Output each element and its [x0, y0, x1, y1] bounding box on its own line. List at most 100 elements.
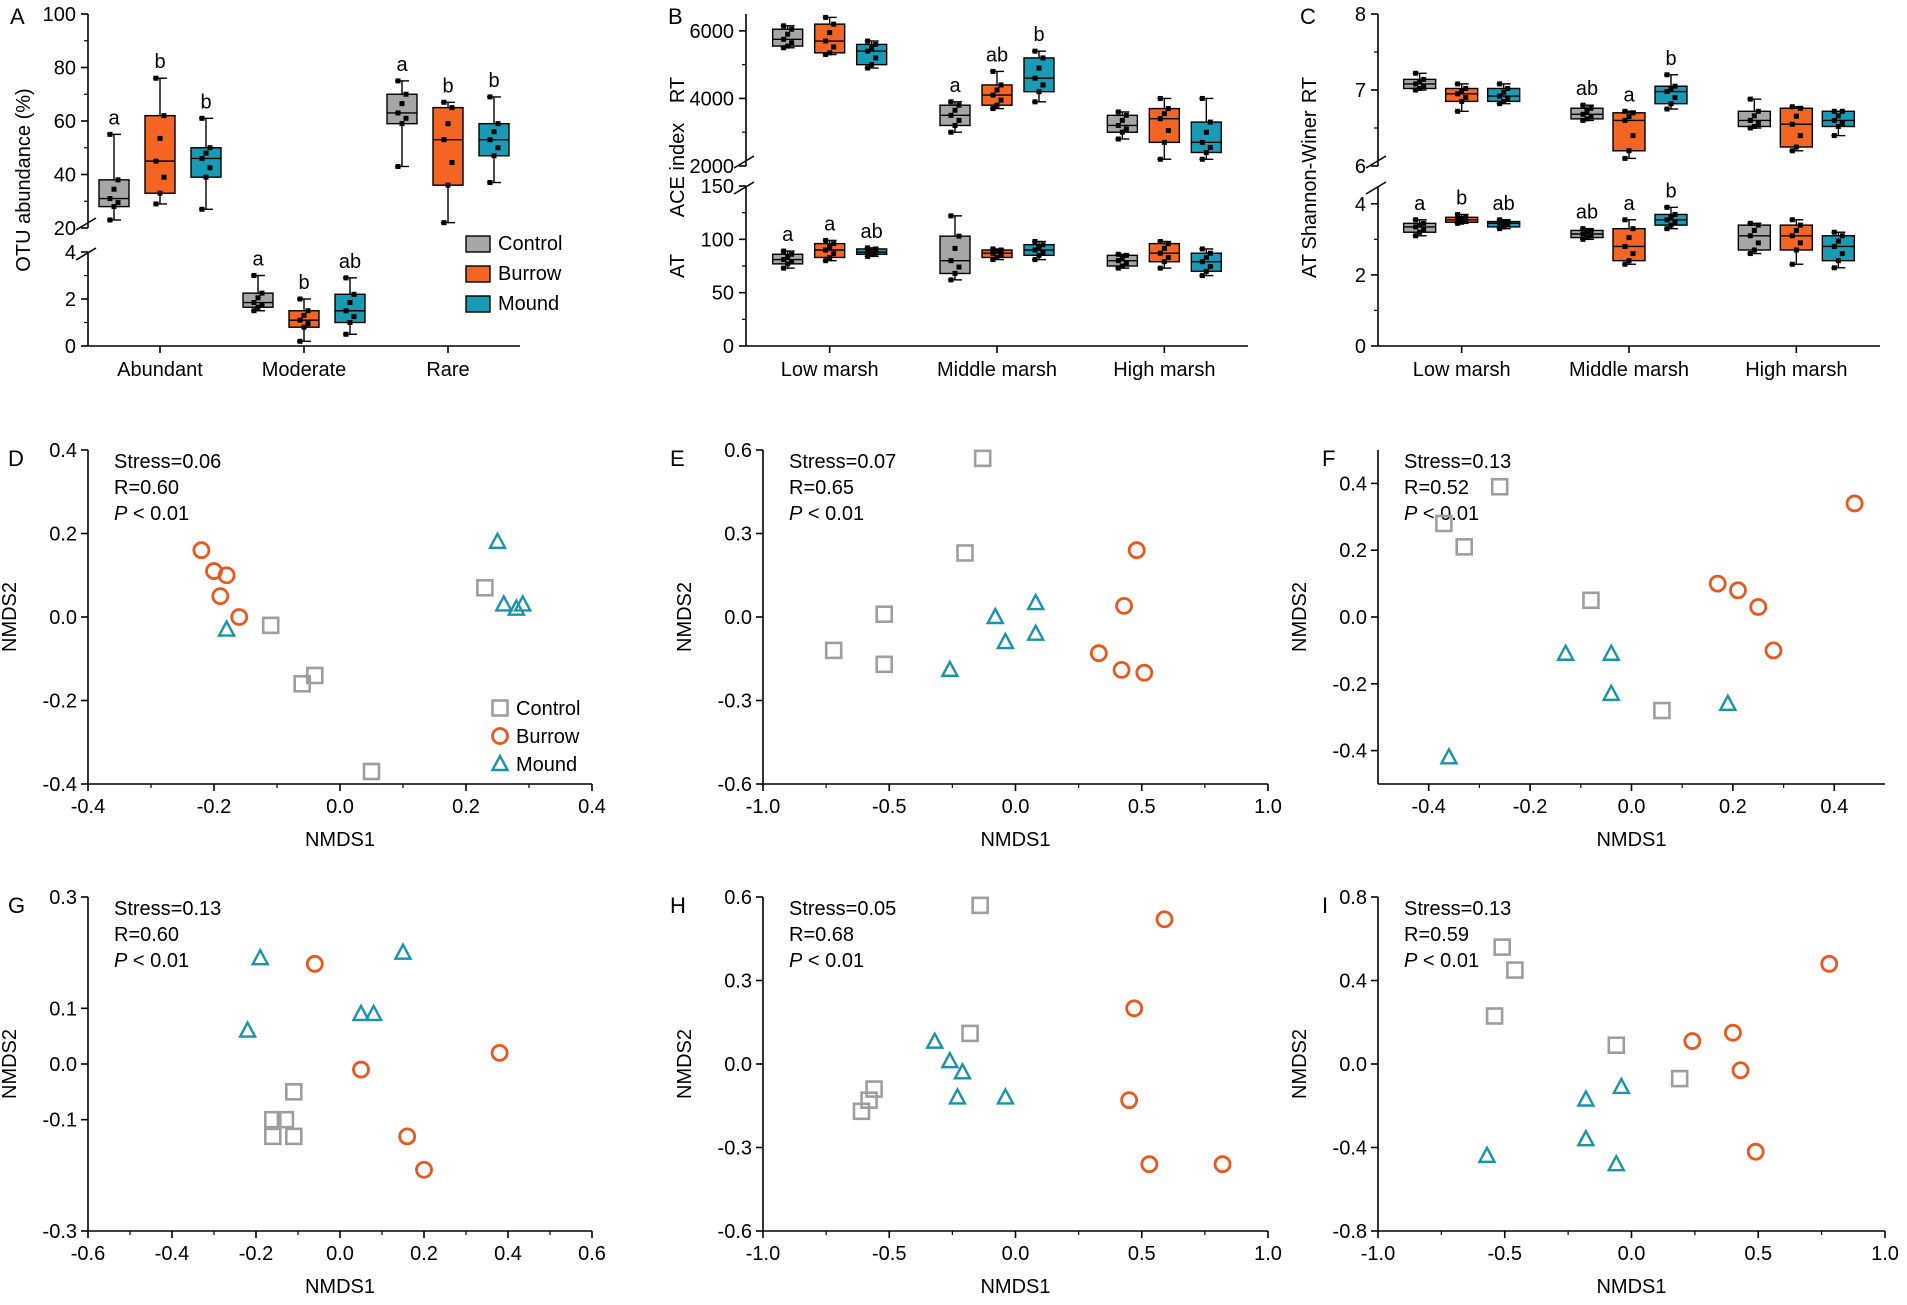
data-point [1630, 133, 1636, 139]
p-value: P < 0.01 [789, 950, 864, 972]
significance-letter: a [1414, 193, 1426, 215]
data-point [251, 273, 257, 278]
data-point [1199, 246, 1205, 252]
r-value: R=0.60 [114, 924, 179, 946]
box-iqr [939, 235, 971, 275]
y-tick-label: 0.6 [724, 887, 752, 909]
p-symbol: P [1404, 950, 1418, 972]
x-tick-label: -0.5 [872, 1243, 906, 1265]
legend-label-control: Control [516, 698, 580, 720]
data-point [1032, 75, 1038, 81]
burrow-point [1749, 598, 1768, 616]
data-point [1115, 136, 1121, 142]
panel-D: -0.4 -0.2 0.0 0.2 0.4 -0.4 -0.2 0.0 0.2 0.4 NMDS1 N… [0, 440, 606, 851]
p-value: P < 0.01 [1404, 503, 1479, 525]
control-point [1493, 938, 1512, 956]
data-point [1199, 273, 1205, 279]
data-point [203, 150, 209, 156]
x-category-label: High marsh [1113, 359, 1215, 381]
mound-box [1190, 246, 1223, 279]
y-tick-label: -0.4 [1333, 741, 1367, 763]
data-point [994, 254, 1000, 260]
mound-point [947, 1086, 967, 1105]
data-point [1463, 95, 1469, 101]
mound-box: ab [855, 221, 888, 259]
burrow-box: a [1612, 84, 1646, 161]
control-box: a [98, 107, 130, 223]
y-tick-label: 0.2 [49, 524, 77, 546]
data-point [1797, 105, 1803, 111]
y-tick-label: -0.2 [43, 691, 77, 713]
significance-letter: ab [339, 251, 361, 273]
data-point [343, 275, 349, 281]
data-point [1588, 105, 1594, 111]
data-point [994, 102, 1000, 108]
data-point [207, 145, 213, 151]
burrow-box: a [813, 213, 846, 264]
data-point [297, 317, 303, 323]
control-box [939, 213, 971, 283]
y-tick-label: -0.3 [43, 1221, 77, 1243]
data-point [990, 257, 996, 263]
mound-box: b [1023, 24, 1055, 105]
box-iqr [144, 114, 176, 194]
x-tick-label: 0.0 [1618, 796, 1646, 818]
mound-box [1486, 81, 1521, 107]
control-box [1106, 251, 1139, 271]
y-axis-title: NMDS2 [0, 582, 21, 652]
data-point [491, 129, 497, 135]
control-point [1490, 477, 1509, 496]
x-axis-title: NMDS1 [980, 829, 1050, 851]
mound-point [985, 606, 1005, 625]
upper-axis-label: RT [667, 77, 689, 103]
data-point [1835, 258, 1841, 264]
y-tick-label: 2000 [690, 156, 735, 178]
mound-point [1556, 643, 1576, 661]
panel-letter: D [8, 446, 24, 471]
y-tick-label: 4000 [690, 88, 735, 110]
y-axis-title: NMDS2 [674, 582, 696, 652]
mound-box [1190, 95, 1223, 162]
significance-letter: a [949, 75, 961, 97]
data-point [351, 291, 357, 297]
y-tick-label: -0.2 [1333, 674, 1367, 696]
data-point [1123, 126, 1129, 132]
panel-letter: C [1300, 4, 1316, 29]
data-point [395, 110, 401, 116]
x-category-label: Middle marsh [1569, 359, 1689, 381]
y-tick-label: 20 [54, 218, 76, 240]
data-point [1161, 139, 1167, 145]
data-point [1157, 238, 1163, 244]
data-point [1455, 81, 1461, 87]
y-tick-label: -0.3 [718, 1138, 752, 1160]
data-point [1203, 129, 1209, 135]
data-point [1505, 219, 1511, 225]
mound-box [1821, 108, 1856, 139]
data-point [1580, 226, 1586, 232]
y-tick-label: 0 [65, 336, 76, 358]
data-point [199, 115, 205, 121]
significance-letter: b [200, 91, 211, 113]
burrow-box [1444, 81, 1479, 114]
y-tick-label: -0.3 [718, 691, 752, 713]
control-box: a [242, 249, 274, 314]
burrow-point [1125, 999, 1144, 1018]
data-point [1751, 227, 1757, 233]
box-iqr [98, 179, 130, 208]
data-point [495, 145, 501, 151]
data-point [956, 233, 962, 239]
control-box [771, 23, 804, 51]
data-point [1501, 98, 1507, 104]
data-point [952, 107, 958, 113]
y-tick-label: 2 [65, 289, 76, 311]
data-point [1751, 123, 1757, 129]
data-point [1036, 65, 1042, 71]
burrow-point [1746, 1142, 1765, 1161]
data-point [1672, 219, 1678, 225]
data-point [395, 78, 401, 84]
data-point [823, 258, 829, 264]
data-point [990, 68, 996, 74]
data-point [1455, 108, 1461, 114]
data-point [865, 249, 871, 255]
legend-swatch-burrow [465, 265, 491, 283]
